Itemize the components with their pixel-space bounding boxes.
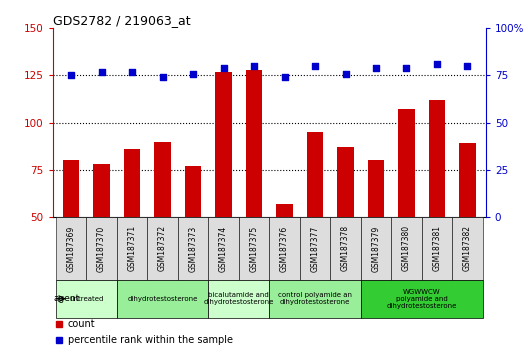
Bar <box>300 217 330 280</box>
Bar <box>391 217 422 280</box>
Bar <box>307 132 324 311</box>
Text: GSM187380: GSM187380 <box>402 225 411 272</box>
Bar <box>117 217 147 280</box>
Text: GSM187372: GSM187372 <box>158 225 167 272</box>
Point <box>67 73 76 78</box>
Bar <box>56 280 117 318</box>
Text: GSM187378: GSM187378 <box>341 225 350 272</box>
Text: control polyamide an
dihydrotestosterone: control polyamide an dihydrotestosterone <box>278 292 352 305</box>
Text: GSM187377: GSM187377 <box>310 225 319 272</box>
Bar <box>87 217 117 280</box>
Text: agent: agent <box>53 294 80 303</box>
Bar <box>367 160 384 311</box>
Bar <box>361 217 391 280</box>
Point <box>158 75 167 80</box>
Bar <box>178 217 209 280</box>
Text: GSM187374: GSM187374 <box>219 225 228 272</box>
Text: GDS2782 / 219063_at: GDS2782 / 219063_at <box>53 14 191 27</box>
Text: GSM187369: GSM187369 <box>67 225 76 272</box>
Point <box>372 65 380 71</box>
Point <box>463 63 472 69</box>
Bar <box>185 166 202 311</box>
Bar <box>93 164 110 311</box>
Bar <box>361 280 483 318</box>
Text: percentile rank within the sample: percentile rank within the sample <box>68 335 233 344</box>
Bar <box>246 70 262 311</box>
Point <box>189 71 197 76</box>
Point <box>341 71 350 76</box>
Bar <box>154 142 171 311</box>
Bar <box>147 217 178 280</box>
Bar <box>239 217 269 280</box>
Bar <box>117 280 209 318</box>
Text: GSM187371: GSM187371 <box>128 225 137 272</box>
Bar <box>209 280 269 318</box>
Text: GSM187379: GSM187379 <box>372 225 381 272</box>
Point <box>311 63 319 69</box>
Point <box>402 65 411 71</box>
Bar <box>209 217 239 280</box>
Text: GSM187381: GSM187381 <box>432 225 441 272</box>
Bar <box>63 160 80 311</box>
Text: GSM187370: GSM187370 <box>97 225 106 272</box>
Point <box>97 69 106 75</box>
Text: GSM187382: GSM187382 <box>463 225 472 272</box>
Bar <box>56 217 87 280</box>
Bar <box>452 217 483 280</box>
Bar <box>215 72 232 311</box>
Bar <box>398 109 415 311</box>
Bar <box>276 204 293 311</box>
Bar <box>429 100 445 311</box>
Text: GSM187373: GSM187373 <box>188 225 197 272</box>
Point <box>433 61 441 67</box>
Text: dihydrotestosterone: dihydrotestosterone <box>127 296 198 302</box>
Point <box>280 75 289 80</box>
Bar <box>269 217 300 280</box>
Bar <box>269 280 361 318</box>
Point <box>128 69 136 75</box>
Bar <box>124 149 140 311</box>
Text: GSM187376: GSM187376 <box>280 225 289 272</box>
Text: GSM187375: GSM187375 <box>250 225 259 272</box>
Text: untreated: untreated <box>69 296 103 302</box>
Text: bicalutamide and
dihydrotestosterone: bicalutamide and dihydrotestosterone <box>204 292 274 305</box>
Point <box>250 63 258 69</box>
Bar <box>330 217 361 280</box>
Bar <box>337 147 354 311</box>
Bar <box>422 217 452 280</box>
Point <box>219 65 228 71</box>
Text: count: count <box>68 319 96 329</box>
Bar <box>459 143 476 311</box>
Text: WGWWCW
polyamide and
dihydrotestosterone: WGWWCW polyamide and dihydrotestosterone <box>386 289 457 309</box>
